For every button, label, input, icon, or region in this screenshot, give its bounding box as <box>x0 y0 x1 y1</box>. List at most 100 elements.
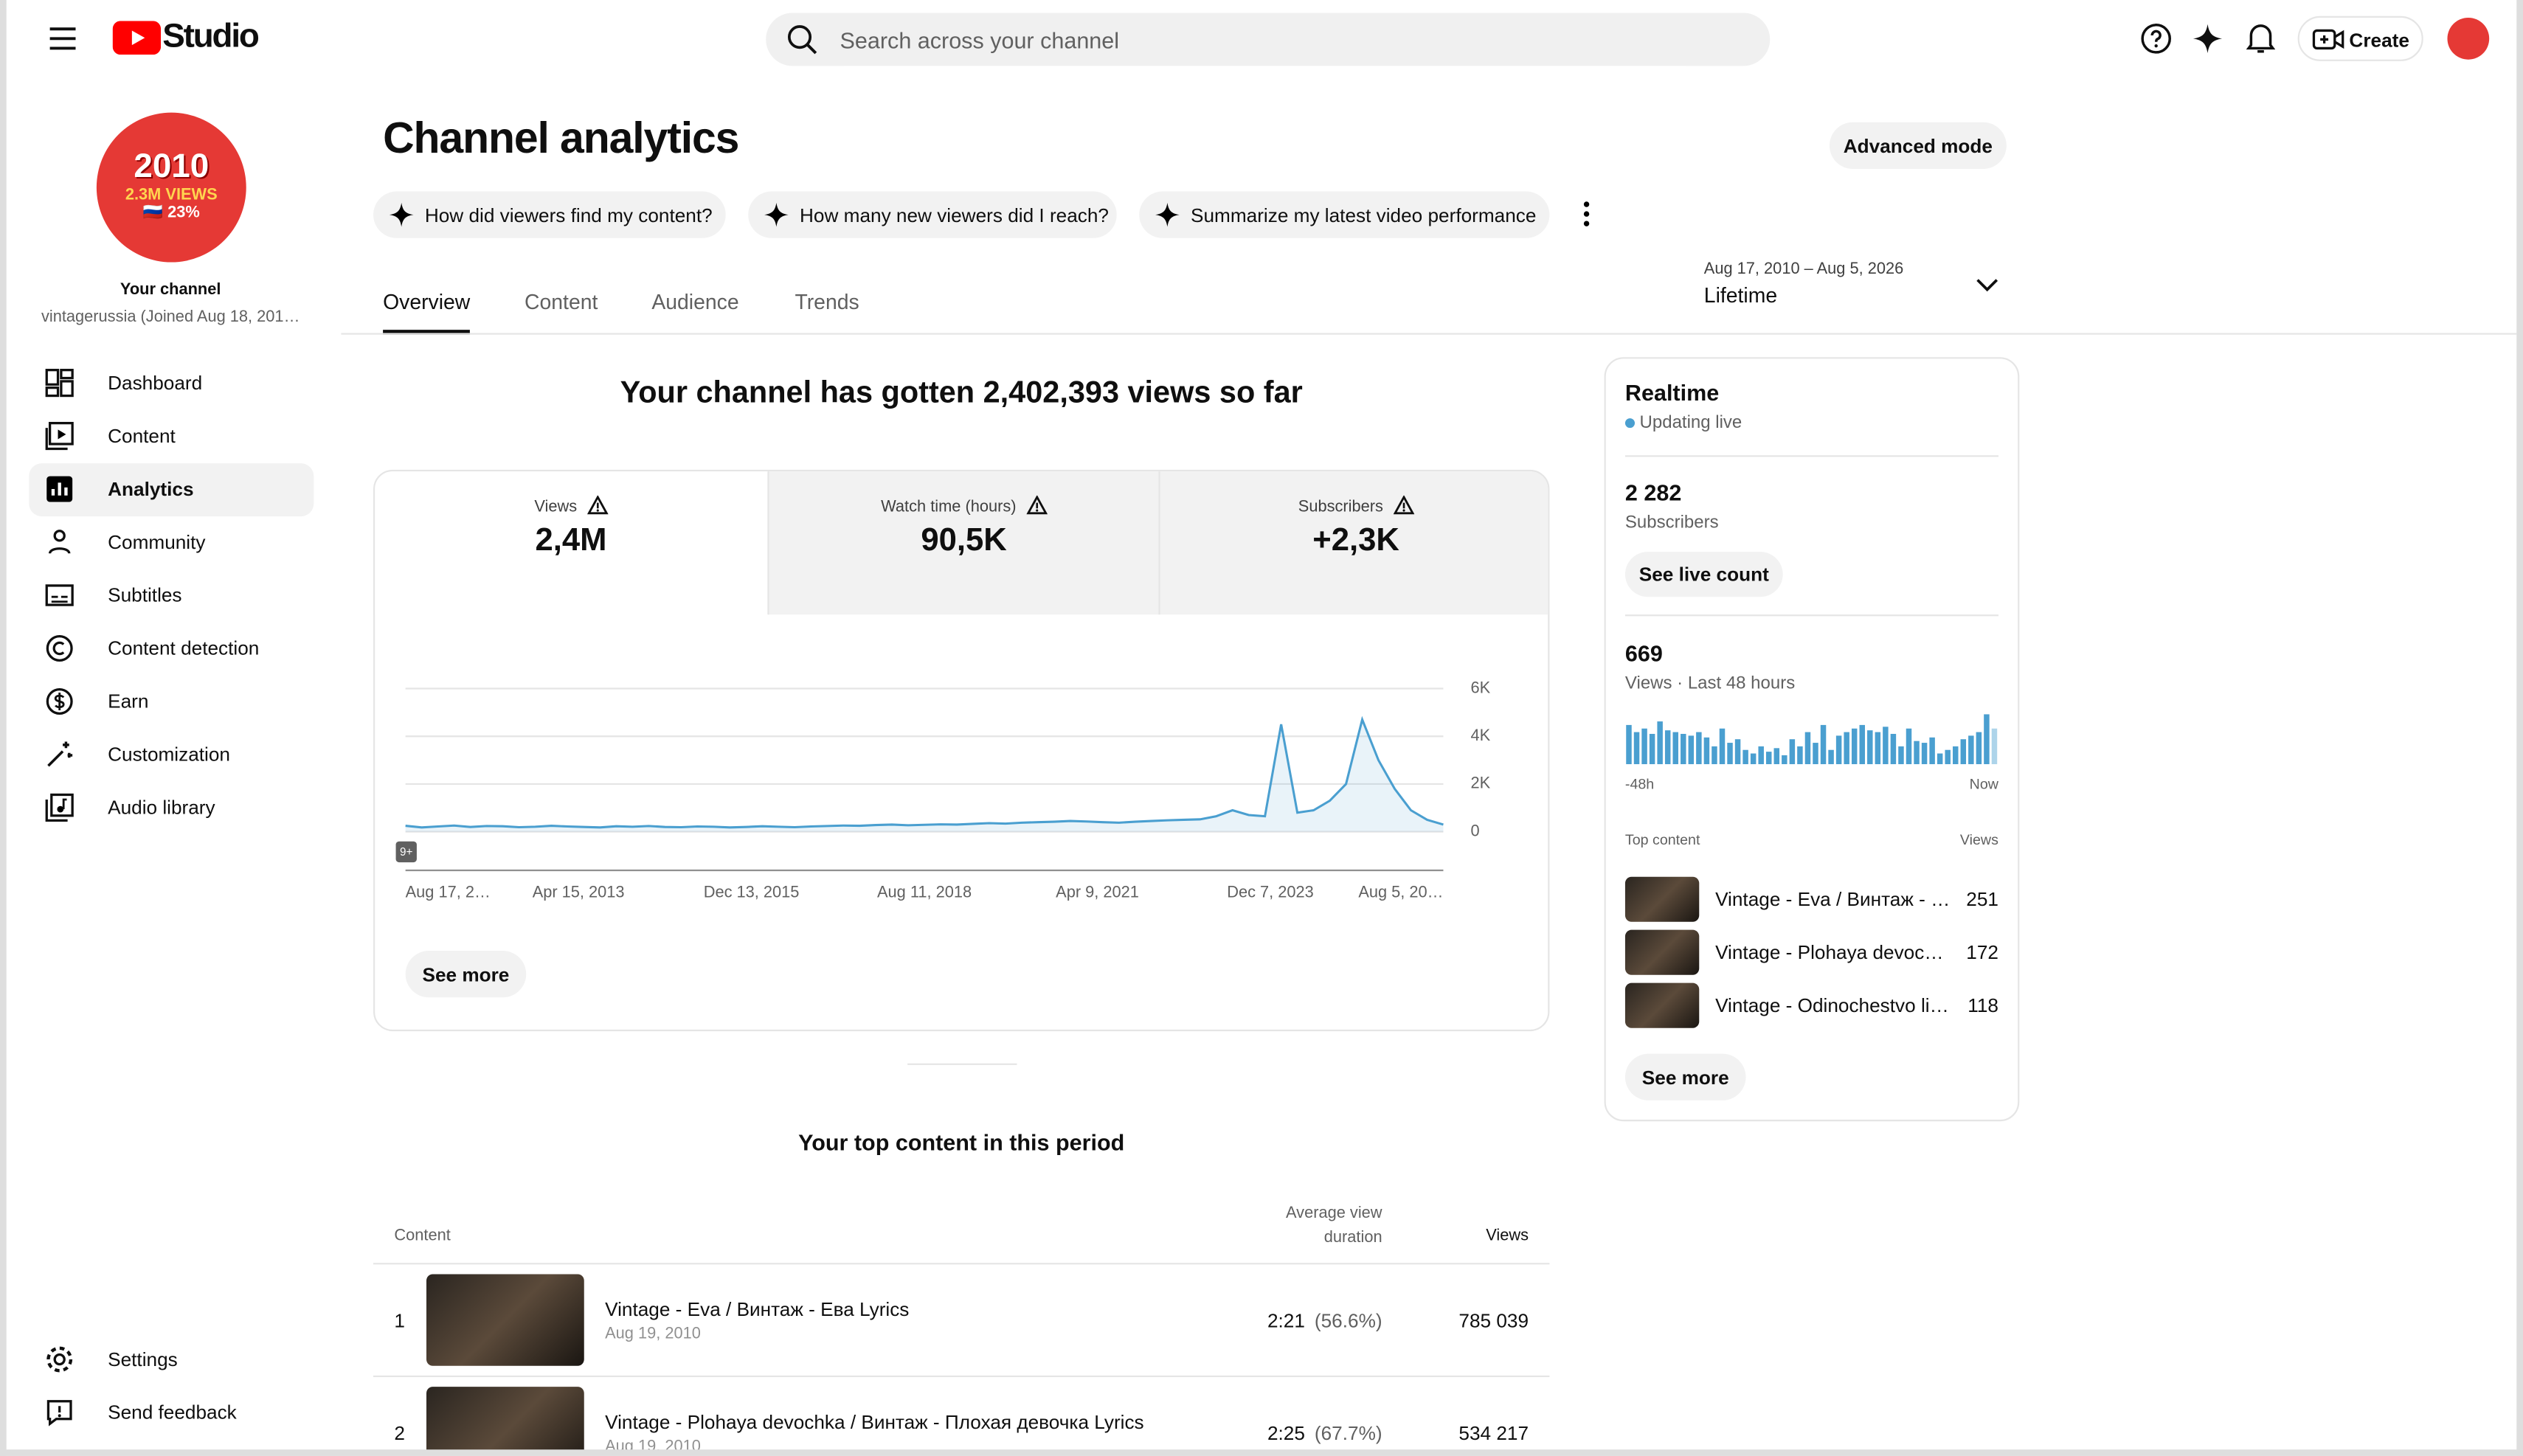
period-dropdown-icon[interactable] <box>1976 277 1998 293</box>
nav-item[interactable]: Send feedback <box>108 1401 237 1424</box>
logo-text[interactable]: Studio <box>162 17 260 55</box>
bar <box>1696 732 1702 765</box>
suggestion-chip[interactable]: How many new viewers did I reach? <box>748 191 1117 238</box>
bar <box>1734 739 1741 765</box>
column-header[interactable]: Views <box>1486 1227 1529 1246</box>
views-column: Views <box>1959 831 1998 848</box>
bar <box>1921 743 1928 765</box>
video-title[interactable]: Vintage - Eva / Винтаж - Ева Lyrics <box>605 1298 910 1321</box>
tab[interactable]: Overview <box>383 289 471 314</box>
video-title[interactable]: Vintage - Plohaya devochka / Винтаж - Пл… <box>605 1410 1144 1434</box>
column-header[interactable]: Average view duration <box>1286 1204 1382 1247</box>
avatar-views: 2.3M VIEWS <box>125 187 218 205</box>
nav-icon <box>45 584 74 606</box>
bar <box>1890 733 1897 765</box>
create-icon <box>2312 29 2344 50</box>
thumbnail[interactable] <box>426 1387 584 1450</box>
see-more-button[interactable]: See more <box>405 951 527 998</box>
nav-item[interactable]: Content <box>108 424 176 448</box>
rank: 1 <box>394 1309 405 1332</box>
realtime-see-more-button[interactable]: See more <box>1624 1053 1746 1100</box>
nav-item[interactable]: Dashboard <box>108 371 203 395</box>
thumbnail[interactable] <box>1624 876 1700 922</box>
live-count-button[interactable]: See live count <box>1624 552 1783 597</box>
notifications-icon[interactable] <box>2246 23 2276 55</box>
live-dot <box>1624 418 1636 429</box>
date-range[interactable]: Aug 17, 2010 – Aug 5, 2026 <box>1703 260 1904 279</box>
bar <box>1813 743 1818 765</box>
bar <box>1875 732 1881 765</box>
suggestion-chip[interactable]: Summarize my latest video performance <box>1139 191 1550 238</box>
bar <box>1991 728 1998 765</box>
bar <box>1626 724 1632 765</box>
y-tick-label: 2K <box>1471 774 1491 792</box>
bar <box>1672 732 1678 765</box>
search-bar[interactable]: Search across your channel <box>766 13 1771 66</box>
nav-item[interactable]: Subtitles <box>108 583 182 607</box>
bar <box>1960 739 1967 765</box>
nav-item[interactable]: Audio library <box>108 796 215 819</box>
nav-item[interactable]: Analytics <box>108 477 194 501</box>
bar <box>1906 728 1912 765</box>
help-icon[interactable] <box>2140 23 2173 55</box>
duration: 2:25 <box>1267 1422 1305 1445</box>
nav-item[interactable]: Customization <box>108 743 230 766</box>
bar <box>1851 728 1858 765</box>
row-divider <box>373 1263 1550 1265</box>
tab[interactable]: Content <box>525 289 598 314</box>
nav-item[interactable]: Community <box>108 530 206 554</box>
avatar-percent: 🇷🇺 23% <box>142 204 200 222</box>
thumbnail[interactable] <box>1624 982 1700 1028</box>
channel-name: vintagerussia (Joined Aug 18, 201… <box>41 308 300 327</box>
rank: 2 <box>394 1422 405 1445</box>
x-tick-label: Aug 5, 20… <box>1358 882 1443 901</box>
more-icon[interactable] <box>1582 199 1591 228</box>
warning-icon <box>577 495 608 516</box>
tab[interactable]: Trends <box>795 289 859 314</box>
metric-tab[interactable]: Watch time (hours) 90,5K <box>766 471 1160 615</box>
item-title[interactable]: Vintage - Odinochestvo li… <box>1715 994 1949 1017</box>
create-label: Create <box>2349 29 2409 52</box>
divider <box>1624 614 1998 617</box>
sparkle-icon[interactable] <box>2193 24 2223 53</box>
chip-label: How did viewers find my content? <box>424 204 713 227</box>
line-area <box>405 719 1444 832</box>
chip-label: Summarize my latest video performance <box>1191 204 1537 227</box>
warning-icon <box>1017 495 1048 516</box>
tab[interactable]: Audience <box>651 289 739 314</box>
bar <box>1641 728 1647 765</box>
realtime-views-label: Views · Last 48 hours <box>1624 673 1796 694</box>
nav-item[interactable]: Settings <box>108 1348 178 1371</box>
create-button[interactable]: Create <box>2297 15 2423 61</box>
badge: 9+ <box>400 846 412 859</box>
sparkle-icon <box>389 202 414 227</box>
metric-tab[interactable]: Views 2,4M <box>375 471 767 615</box>
bar <box>1984 714 1990 765</box>
item-title[interactable]: Vintage - Eva / Винтаж - … <box>1715 887 1951 911</box>
nav-icon <box>46 687 73 715</box>
nav-item[interactable]: Earn <box>108 690 149 713</box>
advanced-mode-button[interactable]: Advanced mode <box>1829 122 2007 170</box>
bar <box>1953 746 1959 765</box>
top-content-label: Top content <box>1624 831 1700 848</box>
thumbnail[interactable] <box>426 1274 584 1366</box>
views-headline: Your channel has gotten 2,402,393 views … <box>620 376 1303 411</box>
tabs-divider <box>341 333 2517 335</box>
metric-label: Watch time (hours) <box>881 499 1017 517</box>
metric-label: Subscribers <box>1298 499 1383 517</box>
bar <box>1945 749 1951 765</box>
x-tick-label: Aug 17, 2… <box>406 882 491 901</box>
thumbnail[interactable] <box>1624 929 1700 975</box>
channel-avatar[interactable]: 2010 2.3M VIEWS 🇷🇺 23% <box>96 112 246 263</box>
suggestion-chip[interactable]: How did viewers find my content? <box>373 191 726 238</box>
metric-tab[interactable]: Subscribers +2,3K <box>1159 471 1548 615</box>
menu-icon[interactable] <box>48 26 77 52</box>
account-avatar[interactable] <box>2447 17 2490 60</box>
period[interactable]: Lifetime <box>1703 282 1778 308</box>
metric-label-row: Watch time (hours) <box>769 495 1159 517</box>
bar <box>1727 743 1733 765</box>
axis-label: -48h <box>1625 777 1654 793</box>
item-title[interactable]: Vintage - Plohaya devoc… <box>1715 940 1944 964</box>
nav-item[interactable]: Content detection <box>108 637 260 660</box>
